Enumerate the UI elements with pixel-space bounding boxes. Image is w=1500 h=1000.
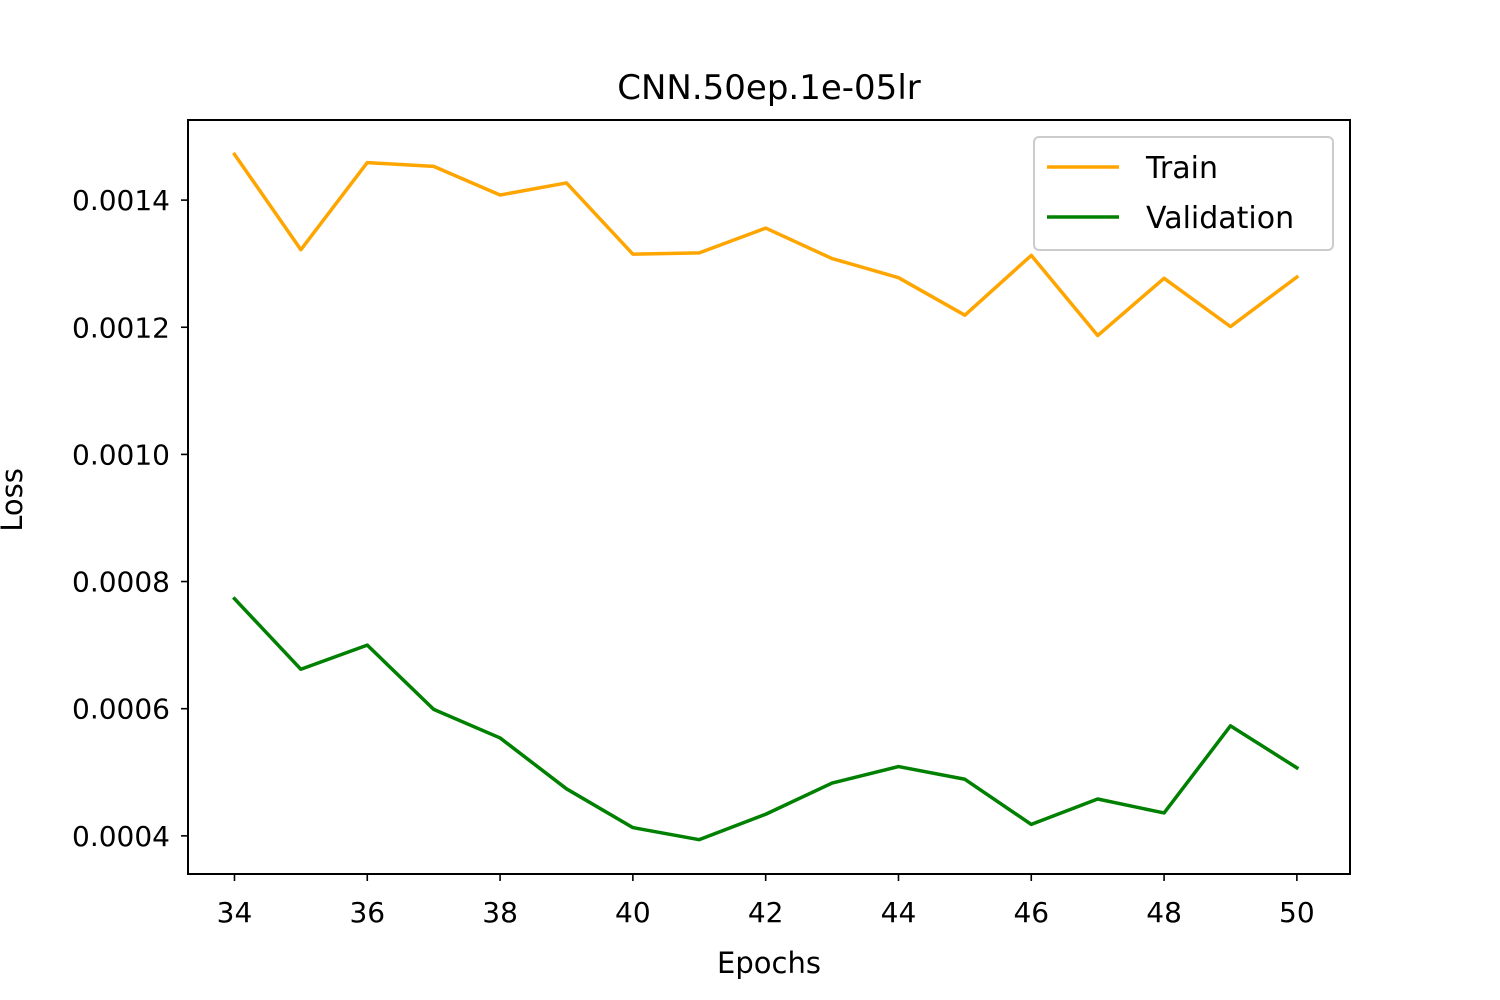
x-tick-label: 46	[1013, 896, 1049, 929]
y-axis-title: Loss	[0, 468, 29, 532]
x-tick-label: 42	[748, 896, 784, 929]
series-layer	[232, 151, 1300, 842]
x-tick-label: 38	[482, 896, 518, 929]
x-tick-label: 40	[615, 896, 651, 929]
y-axis: 0.0004 0.0006 0.0008 0.0010 0.0012 0.0014	[72, 184, 188, 853]
x-tick-label: 48	[1146, 896, 1182, 929]
plot-frame	[187, 119, 1351, 875]
y-tick-label: 0.0008	[72, 566, 170, 599]
y-tick-label: 0.0012	[72, 311, 170, 344]
series-line-validation	[232, 596, 1300, 842]
x-tick-label: 36	[349, 896, 385, 929]
x-tick-label: 34	[217, 896, 253, 929]
x-axis: 34 36 38 40 42 44 46 48 50	[217, 874, 1315, 929]
y-tick-label: 0.0014	[72, 184, 170, 217]
y-tick-label: 0.0010	[72, 438, 170, 471]
y-tick-label: 0.0006	[72, 693, 170, 726]
series-line-train	[232, 151, 1300, 338]
chart-title: CNN.50ep.1e-05lr	[617, 68, 921, 108]
legend-label-validation: Validation	[1146, 201, 1294, 236]
legend-label-train: Train	[1145, 151, 1218, 186]
x-tick-label: 50	[1279, 896, 1315, 929]
x-tick-label: 44	[881, 896, 917, 929]
y-tick-label: 0.0004	[72, 820, 170, 853]
x-axis-title: Epochs	[717, 946, 821, 980]
legend: Train Validation	[1033, 136, 1334, 251]
